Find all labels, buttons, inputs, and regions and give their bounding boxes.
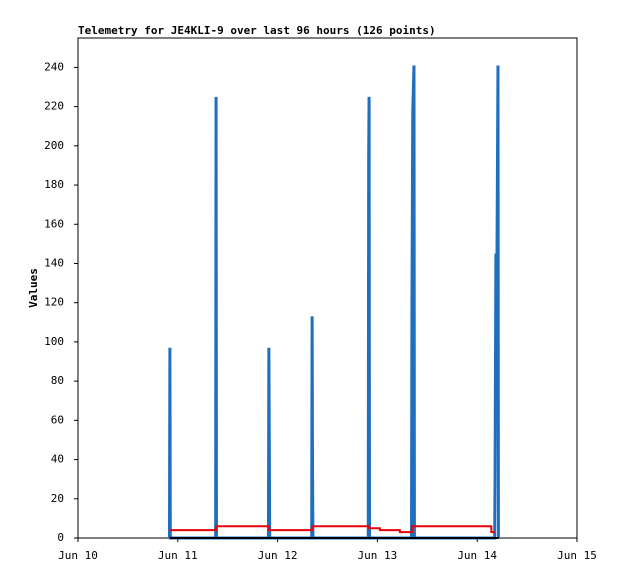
y-tick-label: 200 (44, 139, 64, 152)
x-tick-label: Jun 13 (358, 549, 398, 562)
x-tick-label: Jun 10 (58, 549, 98, 562)
series-line (167, 65, 500, 540)
y-tick-label: 20 (51, 492, 64, 505)
y-tick-label: 80 (51, 374, 64, 387)
x-tick-label: Jun 14 (457, 549, 497, 562)
y-tick-label: 100 (44, 335, 64, 348)
y-tick-label: 40 (51, 453, 64, 466)
x-tick-label: Jun 15 (557, 549, 597, 562)
y-tick-label: 220 (44, 100, 64, 113)
y-tick-label: 240 (44, 60, 64, 73)
chart-title: Telemetry for JE4KLI-9 over last 96 hour… (78, 24, 436, 37)
y-axis-label: Values (27, 268, 40, 308)
y-tick-label: 0 (57, 531, 64, 544)
y-tick-label: 120 (44, 296, 64, 309)
y-tick-label: 160 (44, 217, 64, 230)
series-line (169, 525, 495, 534)
y-tick-label: 60 (51, 413, 64, 426)
plot-frame (77, 37, 578, 539)
y-tick-label: 180 (44, 178, 64, 191)
x-tick-label: Jun 11 (158, 549, 198, 562)
y-tick-label: 140 (44, 256, 64, 269)
x-tick-label: Jun 12 (258, 549, 298, 562)
